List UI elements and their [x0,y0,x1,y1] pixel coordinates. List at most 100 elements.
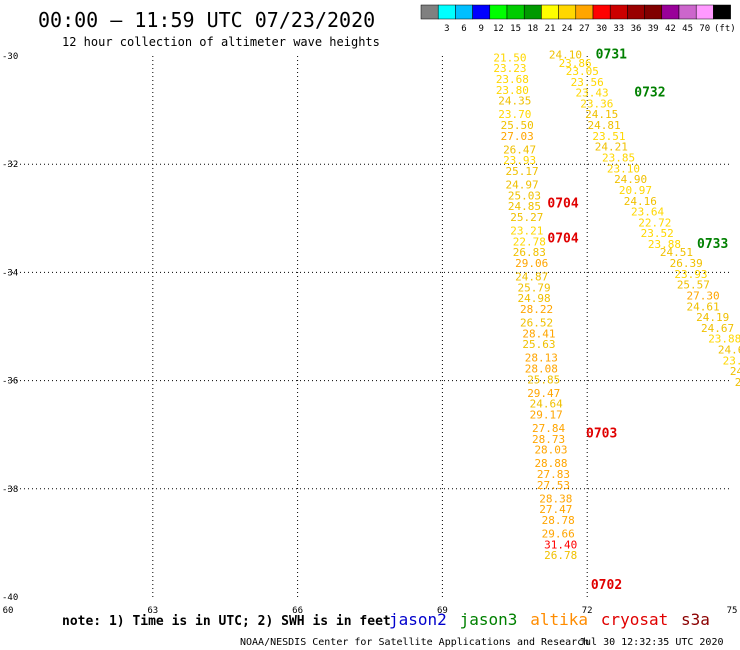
wave-height-point: 24.19 [696,311,729,324]
color-legend: 3 6 9 12 15 18 21 24 27 30 33 36 39 42 45 70 [420,4,731,34]
x-tick-label: 69 [437,606,448,616]
x-tick-label: 72 [582,606,593,616]
legend-swatch [455,4,473,20]
wave-height-point: 23.70 [498,108,531,121]
wave-height-point: 20.97 [619,184,652,197]
legend-label: 21 [545,24,556,34]
wave-height-point: 23.68 [496,73,529,86]
y-tick-label: -38 [2,485,18,495]
wave-height-point: 23.71 [723,354,740,367]
wave-height-point: 28.13 [525,352,558,365]
wave-height-point: 26.83 [513,246,546,259]
wave-height-point: 23.52 [641,227,674,240]
legend-swatch [472,4,491,20]
legend-label: 33 [613,24,624,34]
wave-height-point: 23.56 [571,76,604,89]
legend-label: 12 [493,24,504,34]
wave-height-point: 21.50 [493,51,526,64]
wave-height-point: 23.85 [602,151,635,164]
wave-height-point: 28.78 [542,514,575,527]
y-tick-label: -36 [2,377,18,387]
wave-height-point: 24.18 [735,376,740,389]
legend-swatch [489,4,508,20]
pass-time-label: 0731 [596,48,627,63]
wave-height-point: 22.78 [513,235,546,248]
pass-time-label: 0732 [634,86,665,101]
wave-height-point: 25.63 [522,338,555,351]
legend-label: 3 [444,24,449,34]
legend-label: 24 [562,24,573,34]
wave-height-point: 23.10 [607,162,640,175]
wave-height-point: 22.72 [638,216,671,229]
wave-height-point: 25.85 [527,373,560,386]
wave-height-point: 24.21 [595,141,628,154]
satellite-name: jason2 [389,610,447,629]
pass-time-label: 0704 [547,196,578,211]
wave-height-point: 28.41 [522,327,555,340]
wave-height-point: 28.03 [534,444,567,457]
wave-height-point: 28.38 [539,492,572,505]
legend-label: 27 [579,24,590,34]
legend-swatch [558,4,577,20]
legend-swatch [541,4,559,20]
wave-height-point: 28.88 [534,457,567,470]
grid-lines [8,56,732,597]
legend-swatch [437,4,456,20]
legend-label: 42 [665,24,676,34]
legend-label: 18 [527,24,538,34]
x-tick-label: 60 [3,606,14,616]
wave-height-point: 23.88 [708,333,740,346]
wave-height-point: 29.17 [530,408,563,421]
wave-height-point: 27.84 [532,422,565,435]
wave-height-point: 24.85 [508,200,541,213]
satellite-name: jason3 [460,610,518,629]
wave-height-point: 23.23 [493,62,526,75]
wave-height-point: 26.39 [670,257,703,270]
wave-height-point: 24.15 [585,108,618,121]
satellite-name: s3a [681,610,710,629]
legend-label: 70 [699,24,710,34]
legend-label: 15 [510,24,521,34]
wave-height-point: 24.10 [549,49,582,62]
wave-height-point: 29.66 [542,527,575,540]
wave-height-point: 23.80 [496,84,529,97]
wave-height-point: 23.64 [631,206,664,219]
wave-height-point: 25.03 [508,189,541,202]
time-labels: 0731 0732 0704 0704 0733 0703 0702 [547,48,728,593]
footer-note: note: 1) Time is in UTC; 2) SWH is in fe… [62,614,391,629]
wave-height-point: 24.64 [530,398,563,411]
wave-height-point: 26.47 [503,143,536,156]
wave-height-point: 24.35 [498,95,531,108]
wave-height-point: 23.43 [575,87,608,100]
wave-height-point: 24.69 [718,344,740,357]
legend-swatch [678,4,697,20]
wave-height-point: 31.40 [544,538,577,551]
legend-swatch [575,4,594,20]
footer-timestamp: Jul 30 12:32:35 UTC 2020 [579,637,724,648]
footer-credit: NOAA/NESDIS Center for Satellite Applica… [240,637,589,648]
wave-height-point: 26.78 [544,549,577,562]
y-tick-label: -34 [2,268,18,278]
x-tick-label: 66 [292,606,303,616]
wave-height-point: 23.21 [510,225,543,238]
wave-height-point: 24.81 [588,119,621,132]
wave-height-point: 25.27 [510,211,543,224]
wave-height-point: 27.03 [501,130,534,143]
wave-height-point: 29.06 [515,257,548,270]
wave-height-point: 28.22 [520,303,553,316]
pass-time-label: 0704 [547,232,578,247]
satellite-name: altika [530,610,588,629]
legend-swatch [695,4,714,20]
wave-height-point: 27.30 [686,289,719,302]
wave-height-point: 25.57 [677,279,710,292]
pass-time-label: 0703 [586,426,617,441]
pass-time-label: 0702 [591,578,622,593]
wave-height-point: 29.47 [527,387,560,400]
wave-height-point: 24.67 [701,322,734,335]
legend-label: 9 [478,24,483,34]
wave-height-point: 24.61 [686,300,719,313]
satellite-legend: jason2 jason3 altika cryosat s3a [389,610,710,629]
axis-ticks: 60 63 66 69 72 75 -30 -32 -34 -36 -38 -40 [2,52,737,616]
wave-height-point: 23.93 [674,268,707,281]
